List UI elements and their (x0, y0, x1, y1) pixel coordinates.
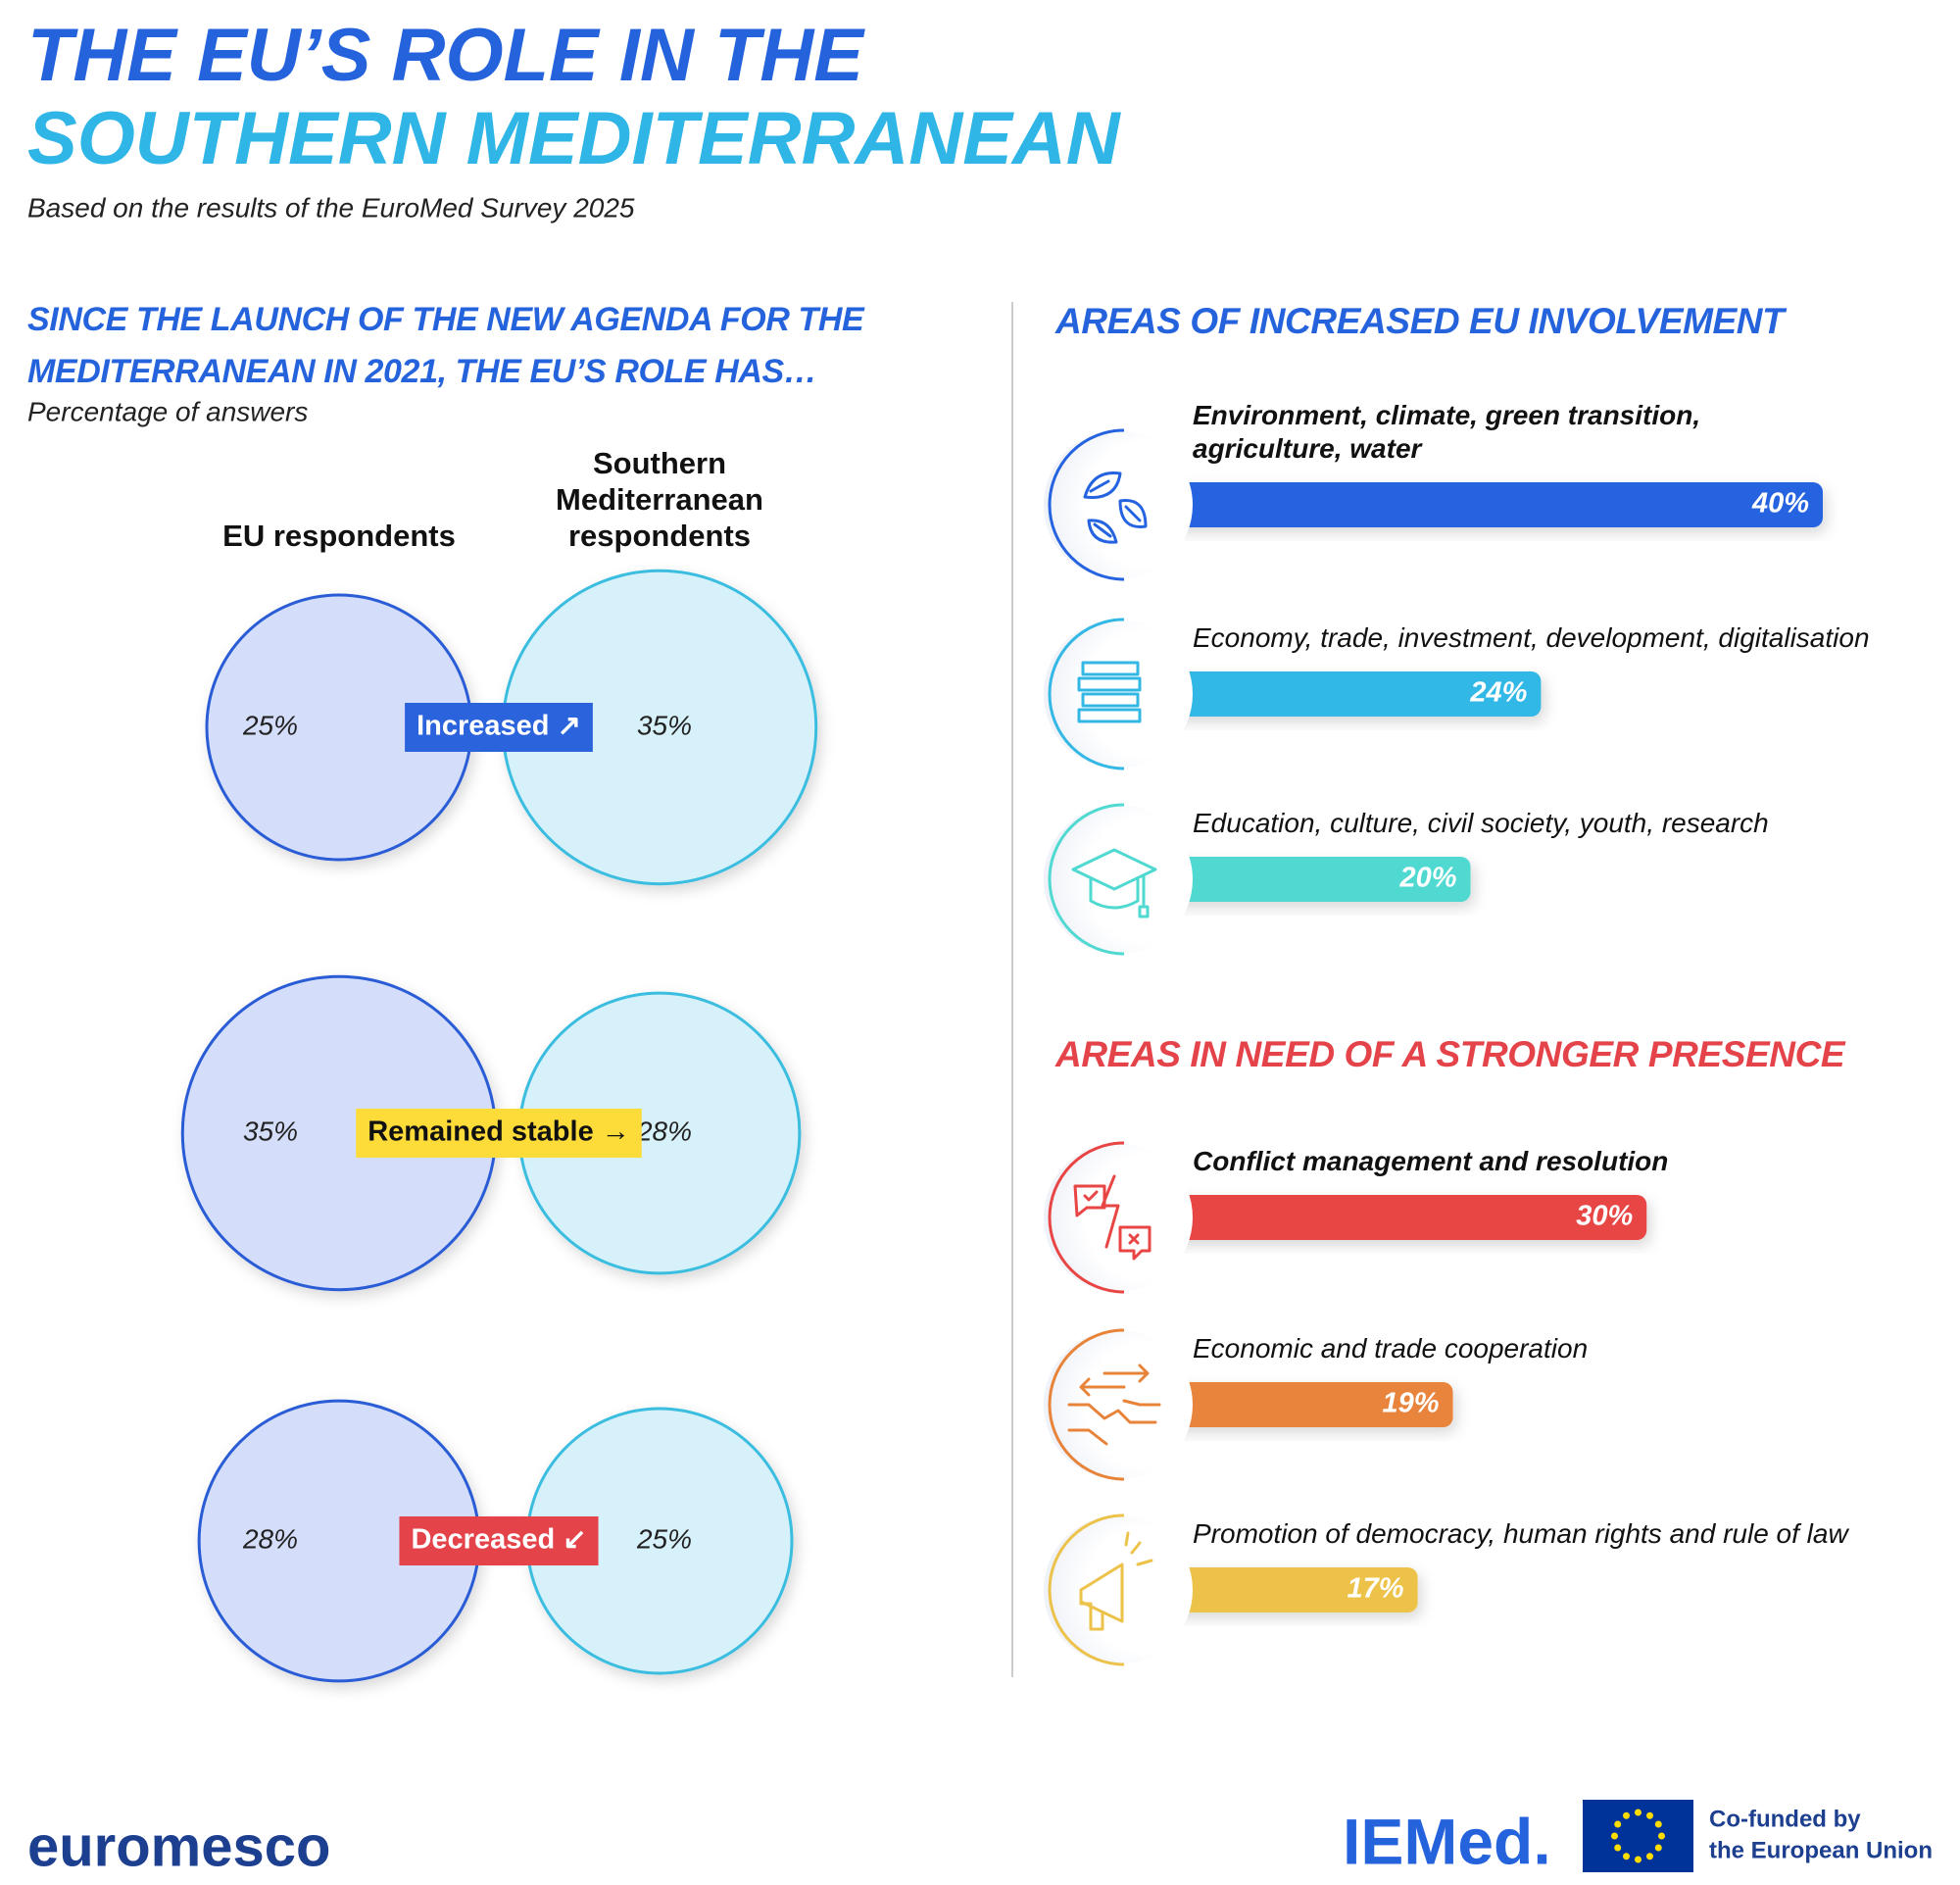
flag-star (1614, 1820, 1622, 1828)
flag-star (1623, 1853, 1630, 1860)
flag-star (1623, 1811, 1630, 1819)
funding-text: Co-funded by (1709, 1806, 1861, 1832)
category-box (356, 1109, 642, 1158)
flag-star (1654, 1820, 1662, 1828)
category-label: Economic and trade cooperation (1193, 1333, 1589, 1364)
category-label-box: Economic and trade cooperation (1193, 1333, 1589, 1364)
icon-disc (1044, 805, 1193, 954)
section-title: SINCE THE LAUNCH OF THE NEW AGENDA FOR T… (27, 301, 865, 338)
icon-arc (1048, 618, 1125, 770)
value-label: 40% (1751, 488, 1809, 520)
flag-star (1646, 1853, 1653, 1860)
iemed-logo: IEMed. (1343, 1805, 1551, 1877)
category-label-box: Education, culture, civil society, youth… (1193, 808, 1769, 838)
value-label: 35% (637, 710, 692, 740)
flag-star (1654, 1844, 1662, 1852)
section-subtitle: Percentage of answers (27, 396, 308, 426)
bar (1118, 1382, 1453, 1427)
category-label: Increased ↗ (416, 711, 581, 742)
series-header: Southern Mediterranean respondents (556, 446, 763, 553)
bar (1118, 482, 1823, 527)
category-label-box: Promotion of democracy, human rights and… (1193, 1518, 1848, 1549)
icon (1077, 661, 1142, 723)
section-title: AREAS IN NEED OF A STRONGER PRESENCE (1054, 1034, 1846, 1074)
flag-star (1611, 1832, 1618, 1840)
subtitle: Based on the results of the EuroMed Surv… (27, 192, 635, 223)
flag-star (1658, 1832, 1665, 1840)
category-box (405, 703, 593, 752)
icon-disc (1044, 1515, 1193, 1664)
icon-disc (1044, 1330, 1193, 1479)
icon (1079, 1531, 1153, 1631)
funding-text: the European Union (1709, 1837, 1933, 1863)
category-label-box: Conflict management and resolution (1193, 1146, 1669, 1176)
bar (1118, 1195, 1647, 1240)
value-label: 28% (242, 1523, 298, 1554)
series-header-box: EU respondents (222, 519, 456, 553)
euromesco-logo: euromesco (27, 1814, 330, 1878)
category-label-box: Environment, climate, green transition, … (1193, 400, 1701, 464)
category-label: Economy, trade, investment, development,… (1193, 622, 1870, 653)
icon-arc (1048, 1141, 1125, 1294)
icon-arc (1048, 428, 1125, 581)
icon (1067, 1364, 1161, 1446)
icon-disc (1044, 1143, 1193, 1292)
value-label: 19% (1382, 1388, 1439, 1419)
category-label-box: Economy, trade, investment, development,… (1193, 622, 1870, 653)
icon (1071, 848, 1157, 918)
category-label: Environment, climate, green transition, … (1193, 400, 1701, 464)
icon-arc (1048, 1328, 1125, 1481)
value-label: 30% (1576, 1201, 1633, 1232)
value-label: 20% (1398, 863, 1456, 894)
category-label: Education, culture, civil society, youth… (1193, 808, 1769, 838)
value-label: 25% (242, 710, 298, 740)
section-title: MEDITERRANEAN IN 2021, THE EU’S ROLE HAS… (27, 353, 816, 390)
title-line: THE EU’S ROLE IN THE (27, 14, 865, 97)
category-label: Promotion of democracy, human rights and… (1193, 1518, 1848, 1549)
icon (1073, 1174, 1152, 1261)
value-label: 35% (243, 1116, 298, 1146)
flag-star (1635, 1856, 1642, 1863)
value-label: 24% (1469, 677, 1527, 709)
section-title: AREAS OF INCREASED EU INVOLVEMENT (1054, 301, 1788, 341)
series-header: EU respondents (222, 519, 456, 553)
value-label: 17% (1348, 1573, 1404, 1605)
category-label: Remained stable → (368, 1116, 630, 1148)
value-label: 25% (636, 1523, 692, 1554)
title-line: SOUTHERN MEDITERRANEAN (27, 97, 1122, 180)
bar (1118, 671, 1542, 717)
flag-star (1646, 1811, 1653, 1819)
series-header-box: Southern Mediterranean respondents (556, 446, 763, 553)
icon (1083, 471, 1148, 544)
bar (1118, 1567, 1418, 1612)
category-box (399, 1516, 599, 1565)
flag-star (1614, 1844, 1622, 1852)
flag-star (1635, 1809, 1642, 1816)
category-label: Conflict management and resolution (1193, 1146, 1669, 1176)
bar (1118, 857, 1471, 902)
icon-arc (1048, 1513, 1125, 1666)
category-label: Decreased ↙ (411, 1524, 586, 1556)
value-label: 28% (636, 1116, 692, 1146)
icon-disc (1044, 430, 1193, 579)
icon-arc (1048, 803, 1125, 956)
